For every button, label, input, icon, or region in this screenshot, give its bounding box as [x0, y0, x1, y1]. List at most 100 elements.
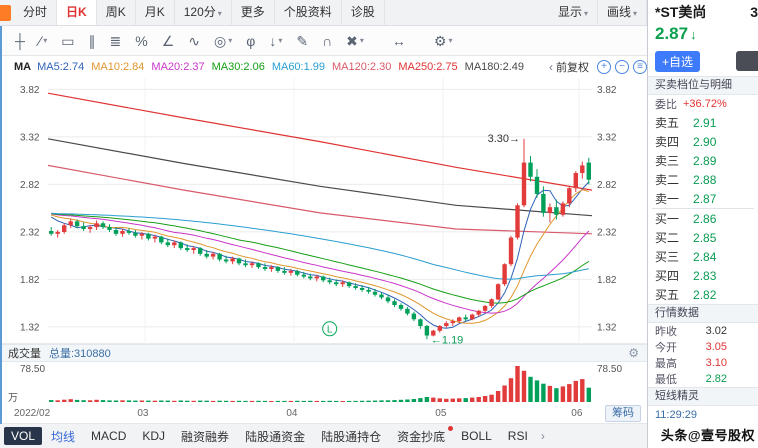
ma-legend: MA MA5:2.74 MA10:2.84 MA20:2.37 MA30:2.0… [0, 56, 647, 78]
quote-panel: *ST美尚 3 2.87 ↓ +自选 买卖档位与明细 委比 +36.72% 卖五 2… [648, 0, 758, 448]
display-dropdown[interactable]: 显示 ▾ [549, 0, 598, 25]
volume-unit-label: 万 [8, 393, 18, 404]
draw-line-dropdown[interactable]: 画线 ▾ [598, 0, 647, 25]
volume-chart-svg: 78.50 78.50 万 [8, 364, 622, 404]
settings-gear-icon[interactable]: ⚙ ▾ [433, 32, 453, 49]
drawing-toolbar: ┼ ∕ ▾ ▭ ∥ ≣ % ∠ ∿ ◎ ▾ φ ↓ ▾ ✎ ∩ ✖ ▾ ↔ ⚙ ▾ [0, 26, 647, 56]
y-tick-label: 2.32 [597, 227, 617, 238]
new-badge [448, 425, 454, 431]
ask-row[interactable]: 卖四 2.90 [655, 134, 717, 150]
volume-tick-label: 78.50 [597, 364, 622, 375]
gear-icon[interactable]: ⚙ [628, 346, 639, 360]
ask-row[interactable]: 卖三 2.89 [655, 153, 717, 169]
app-logo-icon [0, 4, 11, 21]
indicator-tabs: VOL 均线 MACD KDJ 融资融券 陆股通资金 陆股通持仓 资金抄底 BO… [0, 424, 647, 448]
ask-row[interactable]: 卖五 2.91 [655, 115, 717, 131]
price-chart-svg: 3.82 3.82 3.32 3.32 2.82 2.82 2.32 2.32 1.82 1.82… [20, 78, 617, 344]
ma-dropdown[interactable]: MA [14, 61, 32, 73]
tab-northbound-holdings[interactable]: 陆股通持仓 [321, 429, 382, 444]
tab-monthly-k[interactable]: 月K [136, 0, 175, 25]
ma20-value: MA20:2.37 [151, 61, 205, 73]
x-label: 04 [286, 408, 298, 419]
tab-junxian[interactable]: 均线 [51, 429, 76, 444]
ask-row[interactable]: 卖一 2.87 [655, 191, 717, 207]
adjust-mode-dropdown[interactable]: 前复权 [556, 62, 589, 74]
window-edge [0, 26, 2, 424]
tab-margin-trading[interactable]: 融资融券 [181, 429, 230, 444]
angle-tool-icon[interactable]: ∠ [161, 32, 175, 49]
order-book-tab[interactable]: 买卖档位与明细 [648, 76, 758, 95]
y-tick-label: 1.32 [20, 322, 40, 333]
ma250-value: MA250:2.75 [398, 61, 458, 73]
chevron-down-icon: ▾ [583, 9, 588, 18]
x-label: 05 [435, 408, 447, 419]
pan-tool-icon[interactable]: ┼ [15, 32, 25, 49]
chart-column: 分时 日K 周K 月K 120分 ▾ 更多 个股资料 诊股 显示 ▾ 画线 ▾ ┼ ∕… [0, 0, 648, 448]
cycle-tool-icon[interactable]: ◎ ▾ [214, 32, 233, 49]
golden-ratio-tool-icon[interactable]: φ [246, 32, 256, 49]
more-button[interactable]: 更多 [232, 0, 275, 25]
tab-macd[interactable]: MACD [91, 429, 127, 443]
event-marker-icon [322, 321, 338, 337]
arrow-marker-tool-icon[interactable]: ↓ ▾ [269, 32, 283, 49]
tab-northbound-funds[interactable]: 陆股通资金 [245, 429, 306, 444]
y-tick-label: 2.82 [20, 180, 40, 191]
tab-fund-bottom-fishing[interactable]: 资金抄底 [390, 425, 454, 447]
tab-rsi[interactable]: RSI [507, 429, 528, 443]
panel-actions: +自选 [648, 46, 758, 76]
x-axis: 2022/02 03 04 05 06 筹码 [0, 404, 647, 424]
stat-row: 昨收 3.02 [655, 325, 727, 338]
stock-info-button[interactable]: 个股资料 [275, 0, 342, 25]
bid-row[interactable]: 买五 2.82 [655, 287, 717, 303]
stock-code-partial: 3 [750, 4, 758, 20]
pencil-tool-icon[interactable]: ✎ [296, 32, 309, 49]
diagnose-button[interactable]: 诊股 [342, 0, 385, 25]
volume-chart[interactable]: 78.50 78.50 万 [0, 362, 647, 404]
dropdown-120min[interactable]: 120分 ▾ [175, 0, 232, 25]
stat-row: 最高 3.10 [655, 357, 727, 370]
fib-lines-tool-icon[interactable]: ≣ [109, 32, 122, 49]
wave-tool-icon[interactable]: ∿ [188, 32, 200, 49]
percent-tool-icon[interactable]: % [135, 32, 148, 49]
chevron-down-icon: ▾ [278, 35, 283, 45]
volume-title: 成交量 [8, 348, 41, 360]
panel-extra-button[interactable] [736, 51, 758, 71]
parallel-lines-tool-icon[interactable]: ∥ [88, 32, 96, 49]
delete-drawing-icon[interactable]: ✖ ▾ [346, 32, 364, 49]
tab-minute-chart[interactable]: 分时 [14, 0, 58, 25]
chevron-left-icon[interactable]: ‹ [549, 60, 553, 74]
bid-row[interactable]: 买三 2.84 [655, 249, 717, 265]
ma60-value: MA60:1.99 [271, 61, 326, 73]
y-tick-label: 1.32 [597, 322, 617, 333]
alert-header[interactable]: 短线精灵 [648, 387, 758, 406]
chevron-down-icon: ▾ [359, 35, 364, 45]
low-annotation: ←1.19 [431, 334, 463, 344]
zoom-in-button[interactable]: + [597, 60, 611, 74]
tab-vol[interactable]: VOL [4, 427, 43, 445]
stock-name: *ST美尚 [655, 4, 707, 20]
tab-weekly-k[interactable]: 周K [97, 0, 136, 25]
tab-boll[interactable]: BOLL [461, 429, 492, 443]
bid-row[interactable]: 买四 2.83 [655, 268, 717, 284]
rect-tool-icon[interactable]: ▭ [61, 32, 75, 49]
x-label: 03 [137, 408, 149, 419]
more-indicators-arrow[interactable]: › [540, 429, 545, 443]
zoom-out-button[interactable]: − [615, 60, 629, 74]
y-tick-label: 1.82 [20, 275, 40, 286]
bid-row[interactable]: 买二 2.85 [655, 230, 717, 246]
ask-row[interactable]: 卖二 2.88 [655, 172, 717, 188]
measure-tool-icon[interactable]: ↔ [391, 32, 406, 49]
tab-kdj[interactable]: KDJ [142, 429, 166, 443]
x-label: 2022/02 [14, 408, 51, 419]
add-watchlist-button[interactable]: +自选 [655, 50, 701, 72]
candlestick-chart[interactable]: 3.82 3.82 3.32 3.32 2.82 2.82 2.32 2.32 1.82 1.82… [0, 78, 647, 344]
chips-tab[interactable]: 筹码 [605, 405, 641, 422]
chart-menu-button[interactable]: ≡ [633, 60, 647, 74]
bid-row[interactable]: 买一 2.86 [655, 211, 717, 227]
volume-tick-label: 78.50 [20, 364, 45, 375]
trendline-tool-icon[interactable]: ∕ ▾ [38, 32, 48, 49]
tab-daily-k[interactable]: 日K [57, 0, 97, 25]
arc-tool-icon[interactable]: ∩ [322, 32, 333, 49]
chevron-down-icon: ▾ [448, 35, 453, 45]
